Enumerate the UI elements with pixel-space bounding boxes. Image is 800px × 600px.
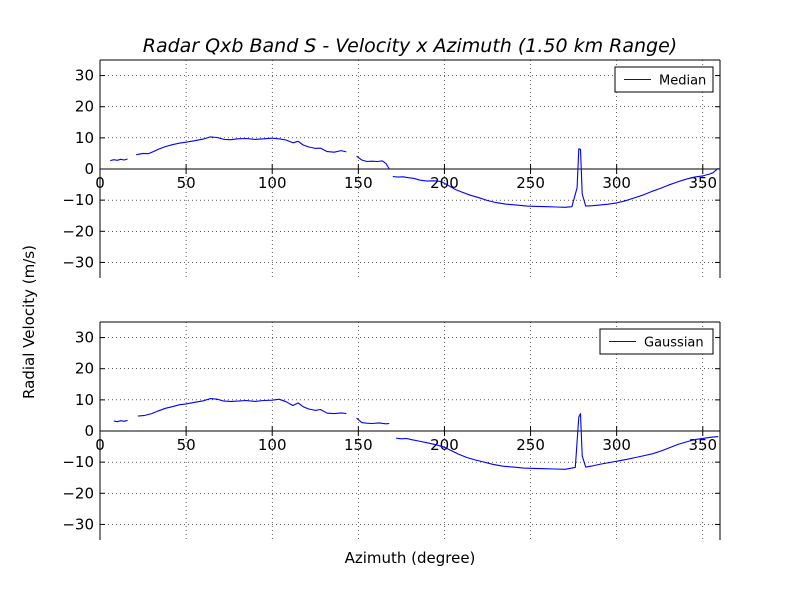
- legend: Gaussian: [599, 328, 714, 355]
- series-line-gaussian: [137, 398, 347, 417]
- x-tick-label: 300: [602, 174, 631, 192]
- x-tick-label: 50: [177, 174, 196, 192]
- legend-label: Median: [659, 74, 706, 89]
- series-line-gaussian: [113, 419, 128, 423]
- x-tick-label: 100: [258, 174, 287, 192]
- y-tick-label: −20: [62, 222, 94, 240]
- series-line-median: [356, 155, 390, 170]
- series-line-median: [392, 148, 719, 208]
- y-tick-label: −30: [62, 253, 94, 271]
- x-tick-label: 350: [688, 436, 717, 454]
- y-tick-label: −30: [62, 515, 94, 533]
- series-line-median: [110, 158, 128, 162]
- series-line-gaussian: [356, 417, 390, 425]
- x-tick-label: 100: [258, 436, 287, 454]
- x-tick-label: 150: [344, 174, 373, 192]
- y-tick-label: 10: [75, 391, 94, 409]
- y-tick-label: 20: [75, 98, 94, 116]
- x-tick-label: 0: [95, 174, 105, 192]
- y-tick-label: 30: [75, 329, 94, 347]
- series-line-gaussian: [396, 413, 719, 470]
- y-tick-label: −10: [62, 191, 94, 209]
- y-axis-label: Radial Velocity (m/s): [20, 245, 38, 399]
- x-tick-label: 200: [430, 436, 459, 454]
- series-line-median: [136, 136, 347, 156]
- x-tick-label: 250: [516, 436, 545, 454]
- y-tick-label: 0: [84, 422, 94, 440]
- x-tick-label: 300: [602, 436, 631, 454]
- x-tick-label: 0: [95, 436, 105, 454]
- y-tick-label: 0: [84, 160, 94, 178]
- y-tick-label: 20: [75, 360, 94, 378]
- y-tick-label: −10: [62, 453, 94, 471]
- legend: Median: [614, 66, 714, 93]
- x-tick-label: 350: [688, 174, 717, 192]
- x-axis-label: Azimuth (degree): [345, 549, 476, 567]
- chart-title: Radar Qxb Band S - Velocity x Azimuth (1…: [143, 35, 677, 57]
- y-tick-label: 30: [75, 67, 94, 85]
- x-tick-label: 150: [344, 436, 373, 454]
- y-tick-label: −20: [62, 484, 94, 502]
- y-tick-label: 10: [75, 129, 94, 147]
- x-tick-label: 250: [516, 174, 545, 192]
- x-tick-label: 50: [177, 436, 196, 454]
- legend-label: Gaussian: [644, 336, 704, 351]
